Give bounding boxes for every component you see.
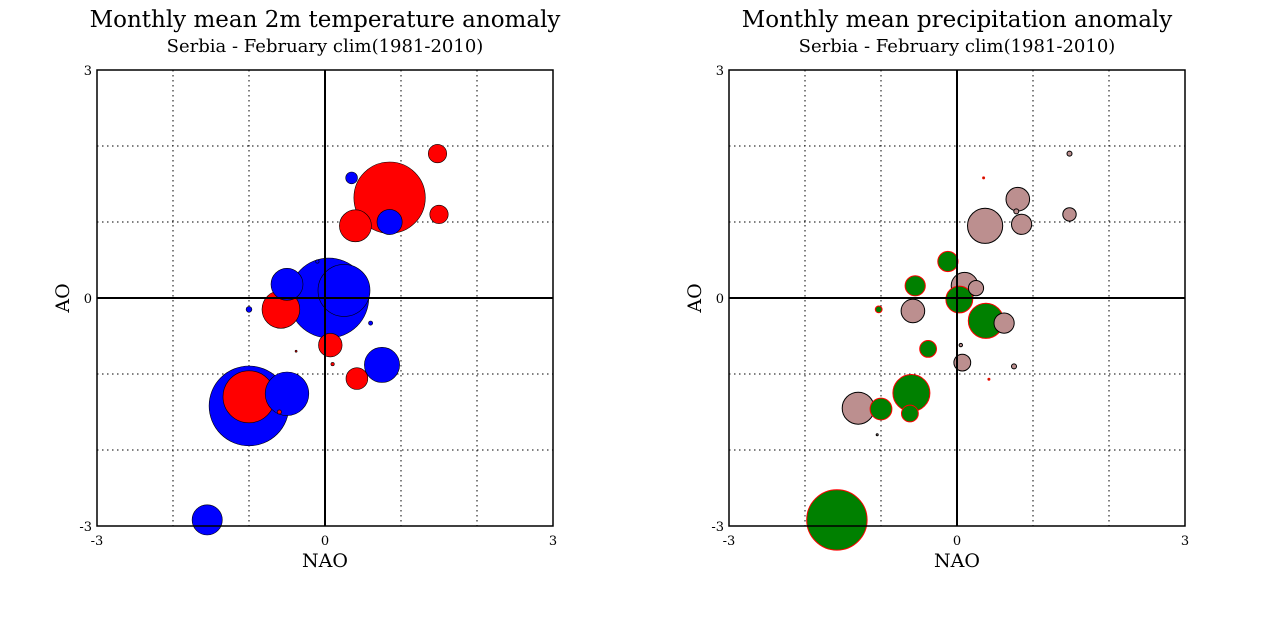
data-point-bubble: [1011, 213, 1033, 235]
data-point-bubble: [993, 312, 1015, 334]
data-point-bubble: [318, 333, 343, 358]
data-point-bubble: [264, 371, 310, 416]
data-point-bubble: [1062, 207, 1077, 222]
chart-subtitle: Serbia - February clim(1981-2010): [799, 36, 1116, 57]
data-point-bubble: [427, 144, 447, 164]
x-tick-label: 0: [321, 534, 329, 549]
data-point-bubble: [345, 171, 358, 185]
y-axis-label: AO: [684, 283, 706, 313]
data-point-bubble: [317, 264, 371, 317]
data-point-bubble: [191, 504, 223, 536]
data-point-bubble: [982, 176, 986, 180]
data-point-bubble: [315, 259, 320, 264]
data-point-bubble: [987, 377, 991, 381]
grid-lines: [97, 70, 553, 526]
data-point-bubble: [875, 433, 879, 437]
x-axis-label: NAO: [302, 550, 348, 572]
data-point-bubble: [245, 306, 253, 313]
temperature-anomaly-panel: Monthly mean 2m temperature anomaly Serb…: [52, 7, 560, 572]
data-point-bubble: [364, 346, 400, 383]
chart-subtitle: Serbia - February clim(1981-2010): [167, 36, 484, 57]
x-tick-label: 0: [953, 534, 961, 549]
precipitation-anomaly-panel: Monthly mean precipitation anomaly Serbi…: [684, 7, 1189, 572]
data-points: [806, 150, 1077, 551]
data-point-bubble: [368, 320, 373, 326]
data-point-bubble: [339, 209, 372, 243]
data-point-bubble: [1011, 363, 1017, 370]
data-point-bubble: [276, 409, 282, 415]
data-points: [191, 144, 449, 536]
data-point-bubble: [1066, 150, 1073, 157]
data-point-bubble: [937, 250, 959, 273]
chart-title: Monthly mean precipitation anomaly: [742, 7, 1173, 33]
y-tick-label: 3: [716, 64, 724, 79]
data-point-bubble: [874, 305, 883, 314]
y-tick-label: 0: [716, 292, 724, 307]
y-tick-label: -3: [711, 520, 724, 535]
data-point-bubble: [376, 209, 403, 235]
data-point-bubble: [1005, 186, 1031, 212]
data-point-bubble: [429, 204, 449, 224]
data-point-bubble: [901, 404, 919, 423]
x-tick-label: -3: [91, 534, 104, 549]
data-point-bubble: [270, 267, 304, 301]
y-axis-label: AO: [52, 283, 74, 313]
data-point-bubble: [945, 285, 974, 314]
x-tick-label: 3: [1181, 534, 1189, 549]
data-point-bubble: [330, 362, 335, 367]
x-axis-label: NAO: [934, 550, 980, 572]
x-tick-label: 3: [549, 534, 557, 549]
data-point-bubble: [900, 298, 926, 324]
grid-lines: [729, 70, 1185, 526]
x-tick-label: -3: [723, 534, 736, 549]
data-point-bubble: [919, 340, 937, 358]
data-point-bubble: [841, 391, 875, 425]
data-point-bubble: [904, 275, 926, 297]
data-point-bubble: [1013, 208, 1020, 215]
data-point-bubble: [345, 367, 369, 390]
data-point-bubble: [967, 280, 985, 297]
y-tick-label: 0: [84, 292, 92, 307]
chart-title: Monthly mean 2m temperature anomaly: [90, 7, 561, 33]
data-point-bubble: [294, 349, 298, 353]
data-point-bubble: [967, 207, 1004, 244]
data-point-bubble: [953, 353, 972, 372]
data-point-bubble: [958, 342, 963, 348]
data-point-bubble: [806, 489, 868, 551]
y-tick-label: 3: [84, 64, 92, 79]
y-tick-label: -3: [79, 520, 92, 535]
data-point-bubble: [869, 397, 893, 421]
